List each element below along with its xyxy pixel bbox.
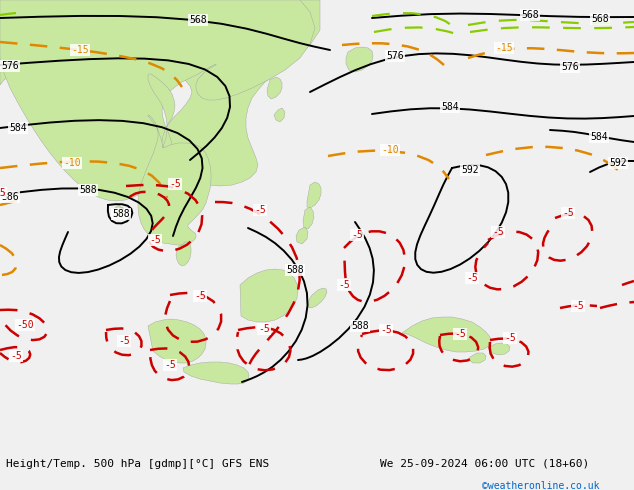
Text: -5: -5 (0, 188, 6, 198)
Text: -5: -5 (504, 333, 516, 343)
Text: -5: -5 (466, 273, 478, 283)
Text: 576: 576 (386, 51, 404, 61)
Text: Height/Temp. 500 hPa [gdmp][°C] GFS ENS: Height/Temp. 500 hPa [gdmp][°C] GFS ENS (6, 459, 269, 468)
Text: -5: -5 (492, 227, 504, 237)
Polygon shape (488, 343, 510, 355)
Polygon shape (138, 115, 211, 245)
Text: 588: 588 (351, 321, 369, 331)
Polygon shape (296, 227, 308, 244)
Text: -5: -5 (118, 336, 130, 346)
Text: -5: -5 (380, 325, 392, 335)
Text: -5: -5 (149, 235, 161, 245)
Text: 588: 588 (112, 209, 130, 219)
Text: 576: 576 (1, 61, 19, 71)
Polygon shape (308, 288, 327, 308)
Text: 588: 588 (286, 265, 304, 275)
Polygon shape (148, 74, 175, 148)
Polygon shape (469, 353, 486, 363)
Polygon shape (183, 362, 249, 384)
Text: -5: -5 (454, 329, 466, 339)
Polygon shape (0, 0, 320, 186)
Text: ©weatheronline.co.uk: ©weatheronline.co.uk (482, 481, 599, 490)
Polygon shape (113, 205, 122, 217)
Text: -10: -10 (63, 158, 81, 168)
Polygon shape (346, 47, 373, 72)
Polygon shape (0, 0, 315, 201)
Text: -5: -5 (351, 230, 363, 240)
Text: -5: -5 (562, 208, 574, 218)
Text: 568: 568 (591, 14, 609, 24)
Text: 592: 592 (609, 158, 627, 168)
Text: -5: -5 (254, 205, 266, 215)
Polygon shape (307, 182, 321, 208)
Text: -5: -5 (194, 291, 206, 301)
Text: -5: -5 (258, 324, 270, 334)
Polygon shape (267, 77, 282, 99)
Text: We 25-09-2024 06:00 UTC (18+60): We 25-09-2024 06:00 UTC (18+60) (380, 459, 590, 468)
Text: 568: 568 (189, 15, 207, 25)
Text: -5: -5 (338, 280, 350, 290)
Text: -15: -15 (71, 45, 89, 55)
Text: 584: 584 (590, 132, 608, 142)
Text: -10: -10 (381, 145, 399, 155)
Text: -50: -50 (16, 320, 34, 330)
Text: 592: 592 (461, 165, 479, 175)
Text: 584: 584 (9, 123, 27, 133)
Polygon shape (303, 207, 314, 229)
Text: -5: -5 (164, 360, 176, 370)
Text: 586: 586 (1, 192, 19, 202)
Text: -5: -5 (10, 351, 22, 361)
Text: 584: 584 (441, 102, 459, 112)
Text: -5: -5 (572, 301, 584, 311)
Text: -5: -5 (169, 179, 181, 189)
Polygon shape (274, 108, 285, 122)
Polygon shape (176, 242, 191, 266)
Polygon shape (148, 319, 206, 363)
Text: 568: 568 (521, 10, 539, 20)
Text: 576: 576 (561, 62, 579, 72)
Text: 588: 588 (79, 185, 97, 195)
Text: -15: -15 (495, 43, 513, 53)
Polygon shape (240, 269, 298, 322)
Polygon shape (402, 317, 491, 352)
